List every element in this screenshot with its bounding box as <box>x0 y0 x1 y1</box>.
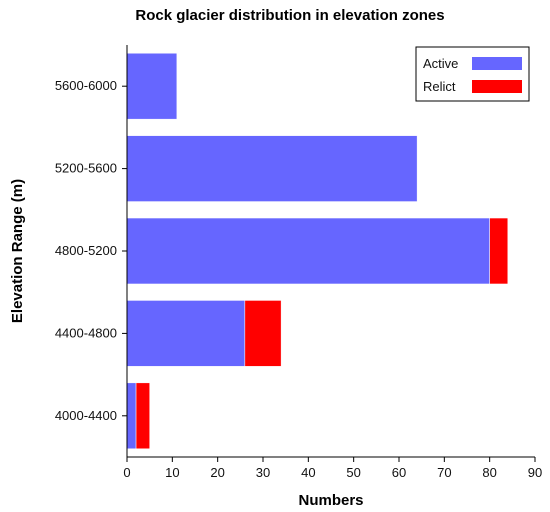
x-tick-label: 10 <box>165 465 179 480</box>
bar-relict-4000-4400 <box>135 382 150 450</box>
bar-active-4000-4400 <box>126 382 137 450</box>
x-axis-title: Numbers <box>298 492 363 509</box>
y-tick-label: 4400-4800 <box>55 325 117 340</box>
legend: Active Relict <box>415 46 530 102</box>
bar-relict-4800-5200 <box>489 217 509 285</box>
x-tick-label: 30 <box>256 465 270 480</box>
legend-swatch-relict <box>472 80 522 93</box>
x-tick-label: 90 <box>528 465 542 480</box>
bars-group <box>126 52 509 450</box>
x-tick-label: 40 <box>301 465 315 480</box>
y-tick-label: 5600-6000 <box>55 78 117 93</box>
chart-title: Rock glacier distribution in elevation z… <box>135 7 444 24</box>
x-tick-label: 20 <box>210 465 224 480</box>
bar-active-5600-6000 <box>126 52 178 120</box>
x-tick-label: 70 <box>437 465 451 480</box>
x-tick-label: 50 <box>346 465 360 480</box>
y-tick-label: 4800-5200 <box>55 243 117 258</box>
y-tick-label: 4000-4400 <box>55 408 117 423</box>
legend-label-active: Active <box>423 56 458 71</box>
x-tick-label: 0 <box>123 465 130 480</box>
bar-relict-4400-4800 <box>244 300 282 367</box>
y-ticks-group: 4000-4400 4400-4800 4800-5200 5200-5600 5600… <box>55 78 127 423</box>
y-tick-label: 5200-5600 <box>55 161 117 176</box>
bar-active-4800-5200 <box>126 217 490 285</box>
legend-swatch-active <box>472 57 522 70</box>
y-axis-title: Elevation Range (m) <box>9 179 26 323</box>
legend-label-relict: Relict <box>423 79 456 94</box>
x-ticks-group: 0 10 20 30 40 50 60 70 80 90 <box>123 457 542 480</box>
x-tick-label: 80 <box>482 465 496 480</box>
bar-active-4400-4800 <box>126 300 246 367</box>
bar-active-5200-5600 <box>126 135 418 202</box>
x-tick-label: 60 <box>392 465 406 480</box>
